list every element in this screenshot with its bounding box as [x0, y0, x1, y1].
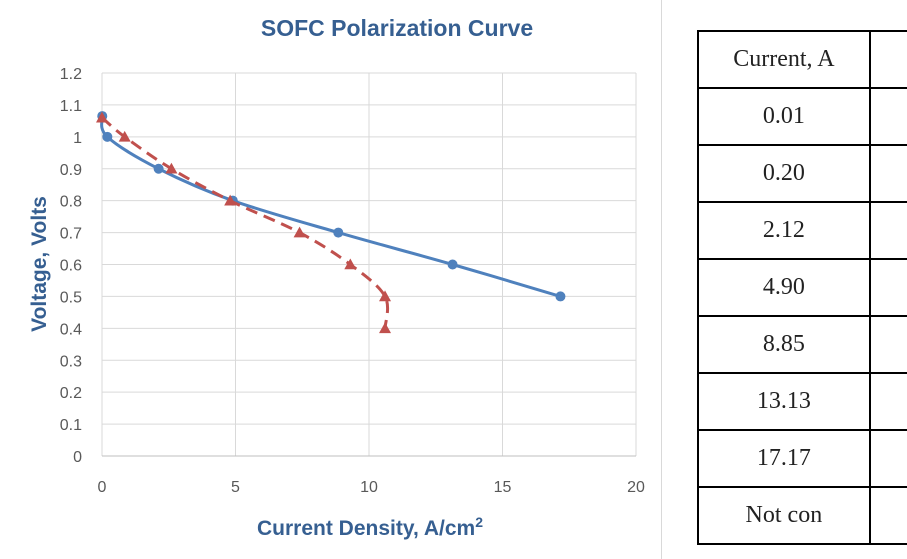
- table-cell-next: [868, 486, 907, 545]
- table-row: Not con: [697, 486, 907, 545]
- x-tick-label: 10: [360, 479, 378, 496]
- table-cell-next: [868, 429, 907, 488]
- table-cell: 4.90: [697, 258, 871, 317]
- table-row: 0.20: [697, 144, 907, 203]
- axis-layer: 0 0.1 0.2 0.3 0.4 0.5 0.6 0.7 0.8 0.9 1 1.1 1.2 0 5 10 1…: [60, 66, 645, 496]
- x-tick-label: 20: [627, 479, 645, 496]
- table-row: 17.17: [697, 429, 907, 488]
- table-cell-next: [868, 144, 907, 203]
- y-tick-label: 0.2: [60, 385, 82, 402]
- table-cell: 0.01: [697, 87, 871, 146]
- table-cell: 2.12: [697, 201, 871, 260]
- series-0-point: [153, 163, 164, 174]
- series-1-point: [344, 258, 357, 270]
- y-tick-label: 0.5: [60, 289, 82, 306]
- current-table-panel: Current, A 0.01 0.20 2.12 4.90 8.85 13.13 17.17…: [697, 30, 907, 559]
- series-1-point: [293, 226, 306, 238]
- series-1-point: [96, 111, 108, 123]
- table-row: Current, A: [697, 30, 907, 89]
- x-axis-superscript: 2: [475, 514, 483, 530]
- y-tick-label: 0.3: [60, 353, 82, 370]
- table-cell-next: [868, 258, 907, 317]
- series-1-point: [165, 162, 178, 174]
- y-tick-label: 1: [73, 130, 82, 147]
- x-axis-title: Current Density, A/cm2: [257, 514, 483, 540]
- table-cell: 0.20: [697, 144, 871, 203]
- table-cell: 8.85: [697, 315, 871, 374]
- series-1-point: [118, 130, 131, 142]
- chart-panel: SOFC Polarization Curve 0 0.1 0.2 0.3 0.4 0.5…: [28, 0, 662, 559]
- table-row: 8.85: [697, 315, 907, 374]
- y-axis-title: Voltage, Volts: [28, 196, 51, 332]
- table-cell: Current, A: [697, 30, 871, 89]
- series-0-point: [333, 227, 344, 238]
- table-cell-next: [868, 201, 907, 260]
- series-layer: [96, 111, 566, 334]
- y-tick-label: 0.1: [60, 417, 82, 434]
- table-cell: Not con: [697, 486, 871, 545]
- polarization-chart: SOFC Polarization Curve 0 0.1 0.2 0.3 0.4 0.5…: [28, 15, 645, 540]
- table-row: 13.13: [697, 372, 907, 431]
- series-line-1: [101, 116, 390, 329]
- x-tick-label: 5: [231, 479, 240, 496]
- y-tick-label: 0.4: [60, 321, 82, 338]
- x-axis-label: Current Density, A/cm: [257, 517, 475, 540]
- y-tick-label: 0.9: [60, 162, 82, 179]
- series-0-point: [555, 291, 566, 302]
- series-0-point: [102, 131, 113, 142]
- table-row: 2.12: [697, 201, 907, 260]
- table-cell-next: [868, 87, 907, 146]
- current-table: Current, A 0.01 0.20 2.12 4.90 8.85 13.13 17.17…: [697, 30, 907, 545]
- table-cell-next: [868, 30, 907, 89]
- y-tick-label: 0.7: [60, 226, 82, 243]
- series-1-point: [379, 322, 392, 334]
- y-tick-label: 0: [73, 449, 82, 466]
- series-line-0: [100, 115, 561, 298]
- series-1-point: [379, 290, 392, 302]
- y-tick-label: 0.6: [60, 258, 82, 275]
- table-row: 4.90: [697, 258, 907, 317]
- y-tick-label: 1.1: [60, 98, 82, 115]
- x-tick-label: 15: [494, 479, 512, 496]
- y-tick-label: 1.2: [60, 66, 82, 83]
- series-1-point: [224, 194, 237, 206]
- table-cell: 17.17: [697, 429, 871, 488]
- table-row: 0.01: [697, 87, 907, 146]
- series-0-point: [447, 259, 458, 270]
- x-tick-label: 0: [98, 479, 107, 496]
- y-tick-label: 0.8: [60, 194, 82, 211]
- table-cell-next: [868, 372, 907, 431]
- table-body: Current, A 0.01 0.20 2.12 4.90 8.85 13.13 17.17…: [697, 30, 907, 545]
- table-cell: 13.13: [697, 372, 871, 431]
- chart-title: SOFC Polarization Curve: [261, 15, 533, 41]
- table-cell-next: [868, 315, 907, 374]
- grid-layer: [101, 72, 637, 457]
